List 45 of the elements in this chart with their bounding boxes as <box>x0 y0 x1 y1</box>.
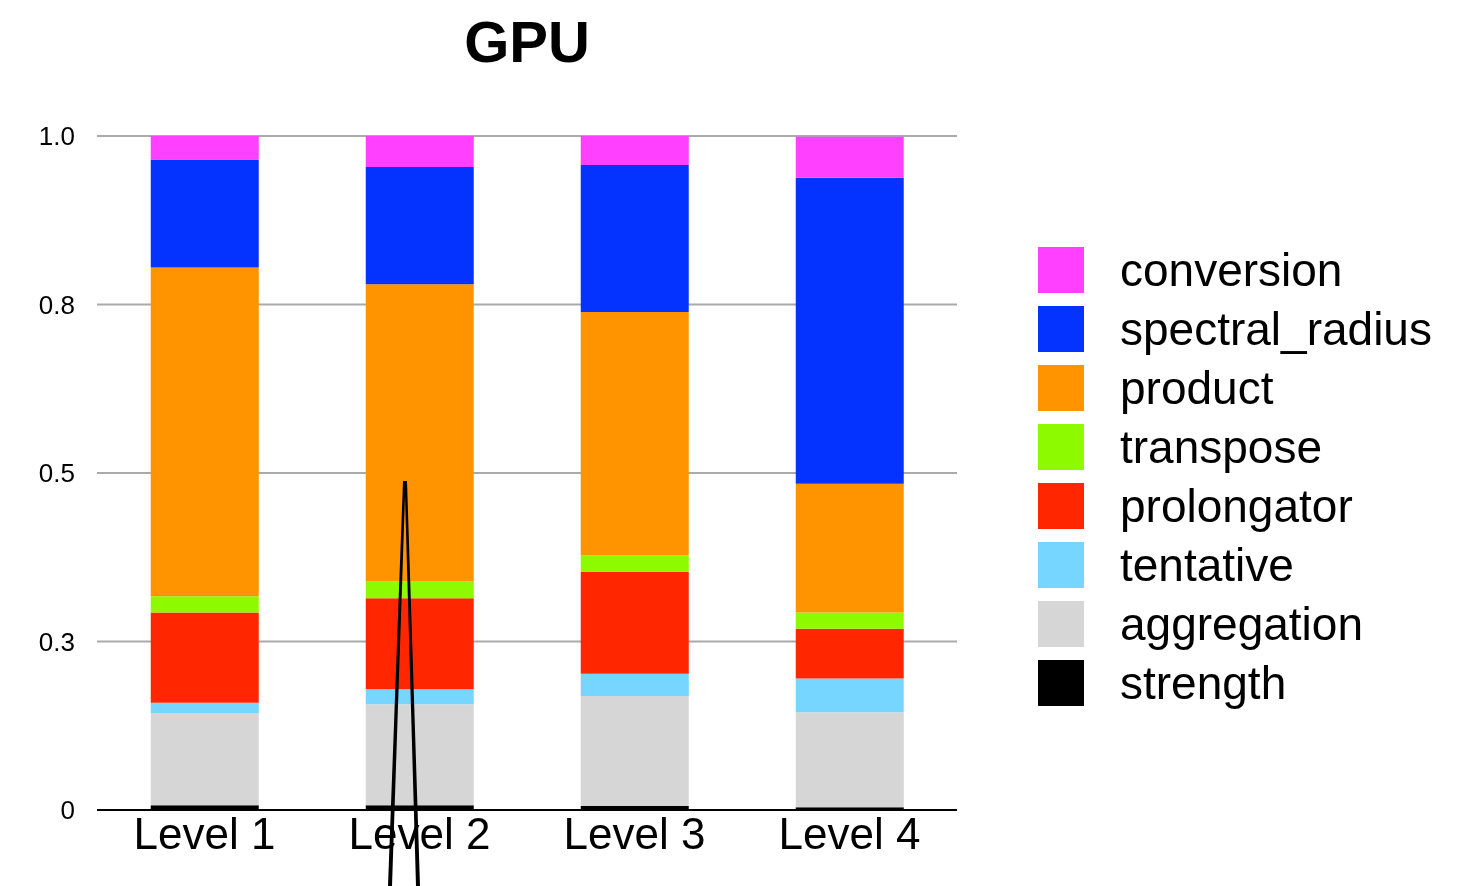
bar <box>580 555 689 573</box>
x-tick-label: Level 1 <box>133 809 276 859</box>
bar <box>365 598 474 690</box>
bar <box>580 311 689 556</box>
bar <box>150 712 259 806</box>
y-tick-label: 0 <box>60 795 75 826</box>
bar <box>795 678 904 713</box>
legend-label: conversion <box>1120 242 1343 297</box>
bar <box>150 596 259 613</box>
legend-label: strength <box>1120 655 1287 710</box>
bar <box>580 136 689 165</box>
legend-label: spectral_radius <box>1120 301 1432 356</box>
legend-label: transpose <box>1120 419 1323 474</box>
bar <box>795 612 904 629</box>
bar <box>365 704 474 806</box>
y-tick-label: 0.5 <box>38 458 75 489</box>
bar <box>580 572 689 674</box>
x-tick-label: Level 4 <box>778 809 921 859</box>
bar <box>580 696 689 806</box>
bar <box>150 136 259 160</box>
bar <box>795 712 904 808</box>
bar <box>580 673 689 697</box>
legend-label: tentative <box>1120 537 1294 592</box>
bar <box>580 164 689 312</box>
bar <box>795 177 904 484</box>
y-tick-label: 0.8 <box>38 289 75 320</box>
bar <box>365 689 474 705</box>
legend-label: aggregation <box>1120 596 1363 651</box>
legend-label: product <box>1120 360 1274 415</box>
bar <box>150 159 259 268</box>
bar <box>795 483 904 613</box>
bar <box>150 267 259 597</box>
x-tick-label: Level 3 <box>563 809 706 859</box>
y-tick-label: 1.0 <box>38 121 75 152</box>
bar <box>365 284 474 582</box>
bar <box>365 581 474 599</box>
bar <box>150 702 259 713</box>
bar <box>150 612 259 703</box>
bar <box>365 167 474 285</box>
bar <box>795 136 904 178</box>
legend-label: prolongator <box>1120 478 1353 533</box>
y-tick-label: 0.3 <box>38 626 75 657</box>
chart-title: GPU <box>463 8 591 75</box>
bar <box>795 628 904 679</box>
bar <box>365 136 474 167</box>
